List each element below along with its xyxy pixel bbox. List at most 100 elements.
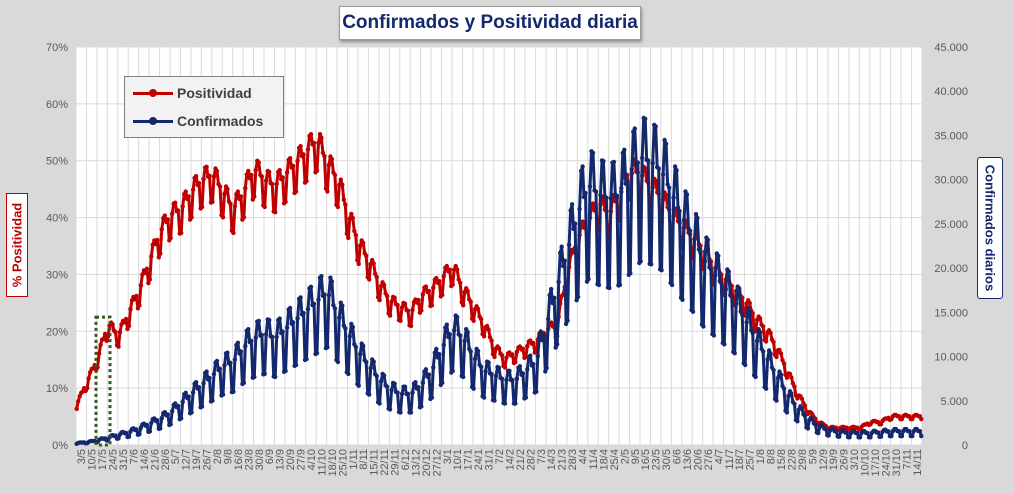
x-tick-label: 3/10 bbox=[849, 449, 861, 470]
x-tick-label: 13/6 bbox=[682, 449, 694, 470]
data-point-confirmados bbox=[277, 316, 282, 321]
data-point-confirmados bbox=[857, 435, 863, 440]
y-right-tick-label: 45.000 bbox=[934, 42, 968, 54]
data-point-confirmados bbox=[625, 178, 630, 184]
data-point-confirmados bbox=[574, 298, 579, 303]
data-point-confirmados bbox=[259, 332, 264, 338]
data-point-confirmados bbox=[662, 137, 667, 143]
data-point-confirmados bbox=[274, 334, 279, 340]
x-tick-label: 8/11 bbox=[358, 449, 370, 470]
data-point-confirmados bbox=[690, 309, 696, 314]
x-tick-label: 1/8 bbox=[755, 449, 767, 464]
data-point-positividad bbox=[381, 282, 387, 288]
data-point-positividad bbox=[504, 355, 509, 360]
data-point-positividad bbox=[329, 156, 335, 162]
data-point-confirmados bbox=[702, 259, 708, 264]
data-point-positividad bbox=[781, 361, 787, 366]
data-point-positividad bbox=[371, 261, 376, 266]
data-point-confirmados bbox=[199, 404, 205, 409]
data-point-positividad bbox=[322, 153, 327, 159]
data-point-confirmados bbox=[653, 124, 658, 129]
data-point-confirmados bbox=[455, 314, 460, 320]
data-point-confirmados bbox=[537, 335, 542, 340]
data-point-confirmados bbox=[760, 349, 766, 354]
x-tick-label: 4/7 bbox=[713, 449, 725, 464]
data-point-confirmados bbox=[675, 205, 681, 210]
data-point-positividad bbox=[790, 381, 796, 386]
data-point-confirmados bbox=[165, 412, 170, 417]
data-point-positividad bbox=[311, 140, 317, 146]
x-tick-label: 15/11 bbox=[369, 449, 381, 476]
y-left-tick-label: 50% bbox=[46, 156, 68, 168]
data-point-positividad bbox=[77, 394, 82, 399]
data-point-confirmados bbox=[517, 364, 523, 369]
data-point-confirmados bbox=[447, 332, 452, 337]
data-point-positividad bbox=[210, 199, 215, 204]
data-point-confirmados bbox=[364, 359, 369, 365]
data-point-positividad bbox=[750, 311, 755, 316]
data-point-confirmados bbox=[555, 342, 560, 347]
data-point-positividad bbox=[176, 208, 181, 213]
data-point-confirmados bbox=[465, 330, 470, 335]
x-tick-label: 2/5 bbox=[619, 449, 631, 464]
x-tick-label: 25/7 bbox=[745, 449, 757, 470]
data-point-confirmados bbox=[786, 393, 791, 399]
y-left-tick-label: 10% bbox=[46, 383, 68, 395]
x-tick-label: 15/8 bbox=[776, 449, 788, 470]
data-point-confirmados bbox=[638, 259, 643, 264]
data-point-confirmados bbox=[705, 237, 711, 243]
data-point-confirmados bbox=[431, 365, 436, 370]
x-tick-label: 13/12 bbox=[410, 449, 422, 477]
data-point-confirmados bbox=[392, 381, 397, 386]
data-point-confirmados bbox=[180, 399, 185, 405]
data-point-confirmados bbox=[558, 250, 563, 255]
data-point-confirmados bbox=[687, 228, 693, 233]
data-point-confirmados bbox=[656, 166, 661, 171]
data-point-confirmados bbox=[607, 285, 612, 291]
data-point-confirmados bbox=[553, 345, 558, 350]
data-point-positividad bbox=[358, 243, 363, 248]
data-point-confirmados bbox=[504, 377, 509, 383]
data-point-confirmados bbox=[674, 168, 679, 173]
x-tick-label: 27/6 bbox=[703, 449, 715, 470]
data-point-positividad bbox=[211, 174, 217, 179]
data-point-positividad bbox=[335, 204, 341, 210]
data-point-confirmados bbox=[346, 371, 351, 377]
data-point-confirmados bbox=[211, 371, 217, 377]
y-right-tick-label: 40.000 bbox=[934, 86, 968, 98]
data-point-positividad bbox=[757, 316, 763, 321]
data-point-positividad bbox=[774, 354, 779, 360]
data-point-confirmados bbox=[629, 171, 634, 176]
data-point-confirmados bbox=[147, 429, 153, 434]
data-point-positividad bbox=[253, 167, 258, 173]
data-point-confirmados bbox=[416, 385, 421, 390]
data-point-confirmados bbox=[640, 155, 645, 161]
x-tick-label: 16/5 bbox=[640, 449, 652, 470]
data-point-positividad bbox=[146, 280, 151, 286]
x-tick-label: 6/6 bbox=[672, 449, 684, 464]
data-point-confirmados bbox=[335, 359, 341, 365]
data-point-positividad bbox=[440, 292, 445, 298]
data-point-confirmados bbox=[337, 315, 342, 320]
data-point-confirmados bbox=[810, 416, 815, 422]
data-point-positividad bbox=[252, 194, 257, 199]
data-point-positividad bbox=[173, 200, 178, 205]
data-point-confirmados bbox=[144, 422, 150, 428]
x-tick-label: 20/6 bbox=[692, 449, 704, 470]
data-point-positividad bbox=[168, 235, 173, 241]
data-point-positividad bbox=[222, 191, 227, 197]
x-tick-label: 24/1 bbox=[473, 449, 485, 470]
x-tick-label: 5/9 bbox=[807, 449, 819, 464]
data-point-confirmados bbox=[123, 430, 129, 435]
data-point-confirmados bbox=[556, 279, 561, 285]
data-point-confirmados bbox=[499, 376, 505, 381]
x-tick-label: 18/4 bbox=[598, 449, 610, 470]
data-point-positividad bbox=[486, 327, 491, 332]
x-tick-label: 18/10 bbox=[327, 449, 339, 477]
data-point-confirmados bbox=[340, 303, 345, 308]
data-point-confirmados bbox=[650, 161, 655, 166]
x-tick-label: 14/3 bbox=[546, 449, 558, 470]
data-point-positividad bbox=[270, 181, 275, 187]
data-point-positividad bbox=[156, 255, 161, 260]
data-point-confirmados bbox=[684, 192, 690, 197]
